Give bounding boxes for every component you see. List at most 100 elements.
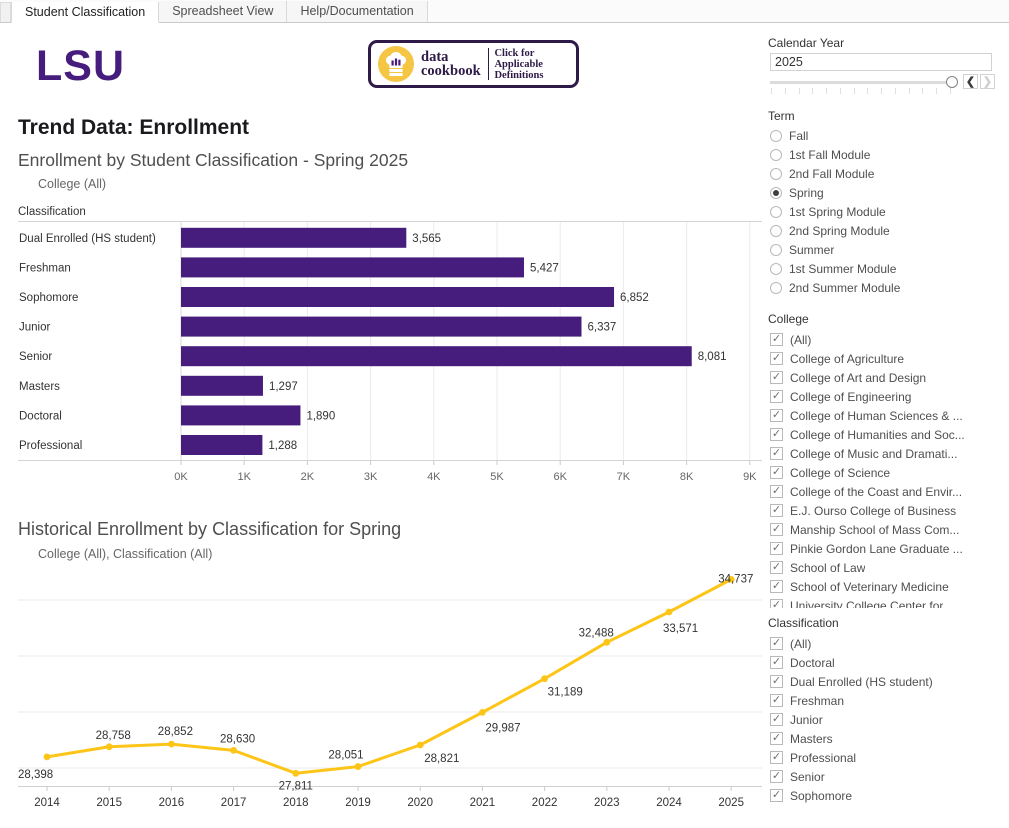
radio-icon bbox=[770, 205, 782, 218]
classification-option-professional[interactable]: ✓ Professional bbox=[770, 748, 1008, 767]
term-option-summer[interactable]: Summer bbox=[770, 240, 1008, 259]
data-point-label: 34,737 bbox=[718, 573, 753, 585]
data-point-2024[interactable] bbox=[665, 608, 673, 616]
college-option-school-of-veterinary-medicine[interactable]: ✓ School of Veterinary Medicine bbox=[770, 577, 1008, 596]
bar-row-label: Sophomore bbox=[19, 292, 78, 304]
checkbox-icon: ✓ bbox=[770, 352, 783, 365]
college-option-manship-school-of-mass-com[interactable]: ✓ Manship School of Mass Com... bbox=[770, 520, 1008, 539]
college-option-college-of-the-coast-and-envir[interactable]: ✓ College of the Coast and Envir... bbox=[770, 482, 1008, 501]
term-option-1st-fall-module[interactable]: 1st Fall Module bbox=[770, 145, 1008, 164]
data-point-2025[interactable] bbox=[727, 575, 735, 583]
tab-help-documentation[interactable]: Help/Documentation bbox=[287, 1, 428, 22]
classification-option-junior[interactable]: ✓ Junior bbox=[770, 710, 1008, 729]
classification-option-masters[interactable]: ✓ Masters bbox=[770, 729, 1008, 748]
classification-option-dual-enrolled-hs-student[interactable]: ✓ Dual Enrolled (HS student) bbox=[770, 672, 1008, 691]
data-point-label: 28,630 bbox=[220, 733, 255, 745]
college-option-pinkie-gordon-lane-graduate[interactable]: ✓ Pinkie Gordon Lane Graduate ... bbox=[770, 539, 1008, 558]
bar-professional[interactable] bbox=[181, 435, 263, 455]
data-point-2020[interactable] bbox=[416, 741, 424, 749]
term-filter-label: Term bbox=[768, 109, 795, 123]
enrollment-bar-chart: 0K 1K 2K 3K 4K 5K 6K 7K 8K 9K Dual Enrolled (HS st… bbox=[18, 221, 762, 483]
bar-senior[interactable] bbox=[181, 346, 692, 367]
college-option-college-of-science[interactable]: ✓ College of Science bbox=[770, 463, 1008, 482]
term-option-spring[interactable]: Spring bbox=[770, 183, 1008, 202]
term-option-fall[interactable]: Fall bbox=[770, 126, 1008, 145]
radio-icon bbox=[770, 129, 782, 142]
year-slider-track[interactable] bbox=[770, 81, 950, 84]
college-option-school-of-law[interactable]: ✓ School of Law bbox=[770, 558, 1008, 577]
data-point-label: 32,488 bbox=[579, 627, 614, 639]
classification-option-label: Sophomore bbox=[790, 788, 853, 803]
data-point-label: 28,051 bbox=[328, 750, 363, 762]
college-option-label: College of Engineering bbox=[790, 389, 912, 404]
classification-option-all[interactable]: ✓ (All) bbox=[770, 634, 1008, 653]
college-option-college-of-human-sciences[interactable]: ✓ College of Human Sciences & ... bbox=[770, 406, 1008, 425]
data-point-2016[interactable] bbox=[168, 740, 175, 748]
year-prev-button[interactable]: ❮ bbox=[963, 74, 978, 89]
term-option-label: 2nd Spring Module bbox=[789, 223, 890, 238]
term-option-label: Fall bbox=[789, 128, 809, 143]
svg-text:LSU: LSU bbox=[36, 44, 125, 88]
data-point-2014[interactable] bbox=[43, 753, 51, 761]
bar-row-label: Junior bbox=[19, 322, 50, 334]
classification-option-senior[interactable]: ✓ Senior bbox=[770, 767, 1008, 786]
college-option-label: Pinkie Gordon Lane Graduate ... bbox=[790, 541, 963, 556]
x-axis-tick-label: 7K bbox=[617, 471, 631, 483]
calendar-year-input[interactable] bbox=[770, 53, 992, 71]
classification-option-sophomore[interactable]: ✓ Sophomore bbox=[770, 786, 1008, 805]
tab-student-classification[interactable]: Student Classification bbox=[11, 2, 160, 23]
college-option-college-of-music-and-dramati[interactable]: ✓ College of Music and Dramati... bbox=[770, 444, 1008, 463]
term-option-1st-summer-module[interactable]: 1st Summer Module bbox=[770, 259, 1008, 278]
term-option-2nd-spring-module[interactable]: 2nd Spring Module bbox=[770, 221, 1008, 240]
data-point-label: 28,852 bbox=[158, 726, 193, 738]
data-point-2022[interactable] bbox=[541, 675, 548, 683]
year-next-button[interactable]: ❯ bbox=[980, 74, 995, 89]
bar-doctoral[interactable] bbox=[181, 405, 301, 426]
x-axis-year-label: 2019 bbox=[345, 797, 371, 809]
bar-junior[interactable] bbox=[181, 316, 582, 337]
college-option-college-of-art-and-design[interactable]: ✓ College of Art and Design bbox=[770, 368, 1008, 387]
college-option-university-college-center-for[interactable]: ✓ University College Center for bbox=[770, 596, 1008, 608]
data-point-2021[interactable] bbox=[479, 708, 486, 716]
bar-row-label: Freshman bbox=[19, 262, 71, 274]
data-point-label: 31,189 bbox=[548, 687, 583, 699]
x-axis-tick-label: 3K bbox=[364, 471, 378, 483]
checkbox-icon: ✓ bbox=[770, 751, 783, 764]
line-chart-filter-caption: College (All), Classification (All) bbox=[38, 547, 213, 561]
data-point-2017[interactable] bbox=[230, 746, 238, 754]
classification-option-label: (All) bbox=[790, 636, 812, 651]
bar-masters[interactable] bbox=[181, 375, 263, 396]
college-option-college-of-engineering[interactable]: ✓ College of Engineering bbox=[770, 387, 1008, 406]
bar-sophomore[interactable] bbox=[181, 287, 615, 307]
data-cookbook-badge[interactable]: data cookbook Click for Applicable Defin… bbox=[368, 40, 579, 88]
college-filter-options: ✓ (All) ✓ College of Agriculture ✓ College of… bbox=[770, 330, 1008, 608]
college-option-all[interactable]: ✓ (All) bbox=[770, 330, 1008, 349]
bar-freshman[interactable] bbox=[181, 257, 524, 278]
bar-dual-enrolled-hs-student[interactable] bbox=[181, 227, 407, 248]
classification-option-freshman[interactable]: ✓ Freshman bbox=[770, 691, 1008, 710]
college-option-label: (All) bbox=[790, 332, 812, 347]
radio-icon bbox=[770, 224, 782, 237]
tab-spreadsheet-view[interactable]: Spreadsheet View bbox=[159, 1, 288, 22]
radio-icon bbox=[770, 281, 782, 294]
checkbox-icon: ✓ bbox=[770, 675, 783, 688]
college-option-e-j-ourso-college-of-business[interactable]: ✓ E.J. Ourso College of Business bbox=[770, 501, 1008, 520]
term-option-2nd-summer-module[interactable]: 2nd Summer Module bbox=[770, 278, 1008, 297]
college-option-college-of-humanities-and-soc[interactable]: ✓ College of Humanities and Soc... bbox=[770, 425, 1008, 444]
data-point-2018[interactable] bbox=[292, 769, 300, 777]
calendar-year-label: Calendar Year bbox=[768, 36, 845, 50]
term-option-1st-spring-module[interactable]: 1st Spring Module bbox=[770, 202, 1008, 221]
checkbox-icon: ✓ bbox=[770, 371, 783, 384]
college-option-college-of-agriculture[interactable]: ✓ College of Agriculture bbox=[770, 349, 1008, 368]
data-point-2019[interactable] bbox=[354, 763, 362, 770]
line-chart-title: Historical Enrollment by Classification … bbox=[18, 519, 402, 539]
data-point-2023[interactable] bbox=[603, 638, 611, 646]
classification-option-doctoral[interactable]: ✓ Doctoral bbox=[770, 653, 1008, 672]
classification-option-label: Doctoral bbox=[790, 655, 835, 670]
term-option-2nd-fall-module[interactable]: 2nd Fall Module bbox=[770, 164, 1008, 183]
data-point-label: 27,811 bbox=[279, 780, 313, 792]
checkbox-icon: ✓ bbox=[770, 466, 783, 479]
term-option-label: Summer bbox=[789, 242, 835, 257]
data-point-2015[interactable] bbox=[105, 743, 113, 751]
year-slider-handle[interactable] bbox=[946, 76, 958, 88]
